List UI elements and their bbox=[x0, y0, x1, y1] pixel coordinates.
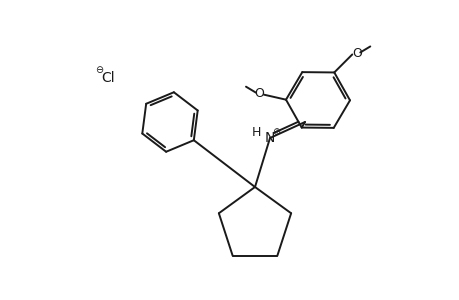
Text: Cl: Cl bbox=[101, 71, 115, 85]
Text: O: O bbox=[352, 47, 361, 60]
Text: N: N bbox=[264, 131, 274, 145]
Text: O: O bbox=[253, 87, 263, 100]
Text: ⊕: ⊕ bbox=[271, 127, 280, 137]
Text: ⊖: ⊖ bbox=[95, 65, 103, 75]
Text: H: H bbox=[251, 125, 260, 139]
